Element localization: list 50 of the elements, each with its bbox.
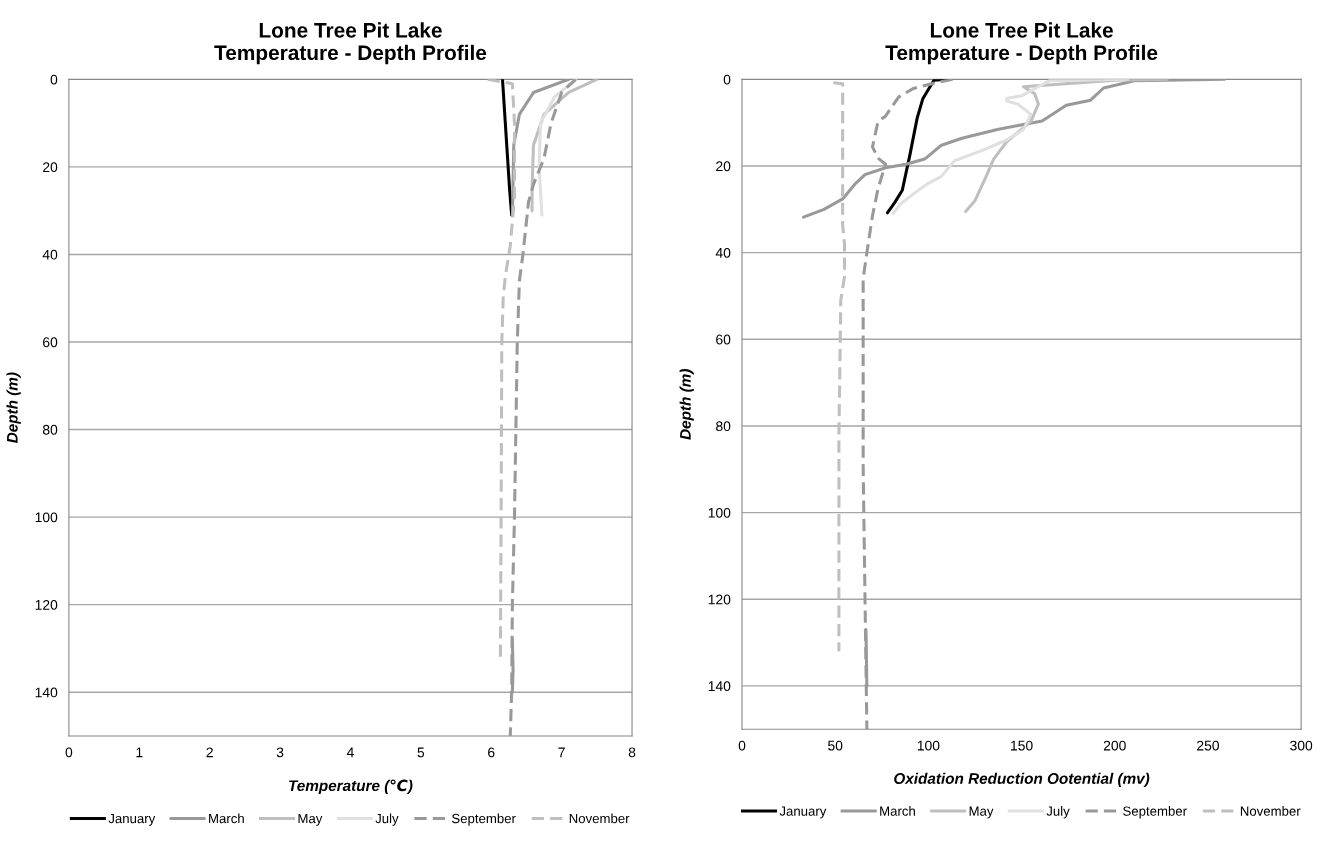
legend-label: March (209, 813, 244, 824)
y-tick-label: 100 (708, 507, 731, 518)
legend-label: November (1240, 806, 1301, 816)
y-tick-label: 120 (35, 599, 58, 610)
x-tick-label: 0 (65, 747, 73, 758)
legend-label: March (880, 806, 915, 816)
x-tick-label: 200 (1103, 740, 1126, 751)
legend-label: January (108, 813, 156, 826)
y-tick-label: 80 (42, 424, 58, 435)
x-tick-label: 100 (917, 740, 940, 751)
x-tick-label: 7 (558, 747, 565, 758)
y-tick-label: 140 (708, 681, 731, 692)
y-tick-label: 20 (43, 162, 58, 173)
x-tick-label: 3 (276, 747, 284, 758)
y-tick-label: 140 (35, 687, 58, 698)
x-axis-title: Temperature (℃) (289, 779, 413, 795)
x-axis-title: Oxidation Reduction Ootential (mv) (894, 772, 1150, 787)
y-tick-label: 40 (42, 249, 58, 260)
y-tick-label: 100 (35, 512, 58, 523)
y-tick-label: 20 (716, 161, 731, 172)
x-tick-label: 300 (1290, 740, 1313, 751)
y-axis-title: Depth (m) (6, 372, 21, 444)
x-tick-label: 250 (1197, 740, 1219, 751)
y-tick-label: 0 (50, 74, 58, 85)
chart-title: Lone Tree Pit Lake Temperature - Depth Profile (885, 22, 1158, 65)
chart-title: Lone Tree Pit Lake Temperature - Depth Profile (214, 22, 487, 65)
x-tick-label: 8 (628, 747, 636, 758)
x-tick-label: 4 (346, 747, 354, 758)
legend-label: May (298, 813, 323, 826)
x-tick-label: 50 (828, 740, 843, 751)
x-tick-label: 2 (206, 747, 213, 758)
y-tick-label: 0 (723, 74, 731, 85)
legend-label: July (1046, 806, 1070, 819)
y-tick-label: 80 (716, 421, 731, 432)
legend-label: September (451, 813, 516, 826)
x-tick-label: 150 (1011, 740, 1033, 751)
x-tick-label: 6 (488, 747, 495, 758)
legend-label: July (375, 813, 399, 826)
y-tick-label: 60 (716, 334, 731, 345)
x-tick-label: 5 (417, 747, 425, 758)
y-tick-label: 60 (43, 337, 58, 348)
y-tick-label: 120 (708, 594, 731, 605)
legend-label: January (779, 806, 827, 819)
x-tick-label: 1 (136, 747, 143, 758)
legend-label: November (569, 813, 630, 824)
legend-label: May (969, 806, 994, 819)
x-tick-label: 0 (738, 740, 746, 751)
y-tick-label: 40 (715, 247, 731, 258)
legend-label: September (1123, 806, 1187, 819)
y-axis-title: Depth (m) (679, 369, 694, 440)
